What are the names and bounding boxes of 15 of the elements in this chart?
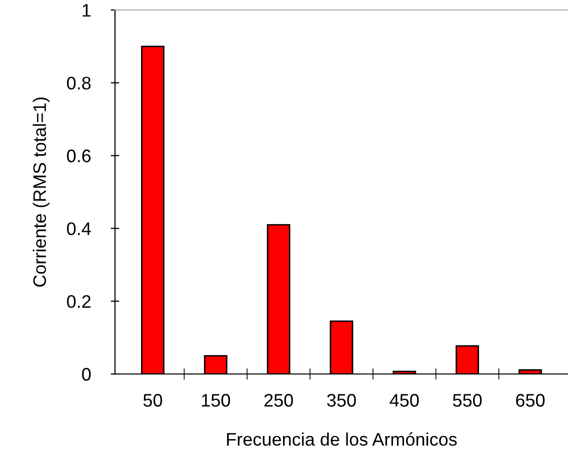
- x-tick-label: 250: [264, 394, 293, 407]
- x-tick-label: 50: [143, 394, 162, 407]
- y-tick-label: 0.2: [66, 295, 90, 308]
- y-tick-label: 1: [82, 4, 91, 17]
- y-tick-label: 0: [82, 368, 91, 381]
- x-axis-title: Frecuencia de los Armónicos: [227, 432, 457, 446]
- y-tick-label: 0.4: [66, 222, 91, 236]
- x-tick-label: 150: [202, 394, 230, 407]
- x-tick-label: 650: [516, 394, 545, 407]
- x-tick-label: 350: [327, 394, 356, 407]
- y-axis-title: Corriente (RMS total=1): [32, 98, 50, 287]
- x-tick-label: 450: [390, 394, 419, 407]
- y-tick-label: 0.8: [66, 76, 91, 90]
- y-tick-label: 0.6: [66, 150, 91, 162]
- x-tick-label: 550: [452, 394, 482, 407]
